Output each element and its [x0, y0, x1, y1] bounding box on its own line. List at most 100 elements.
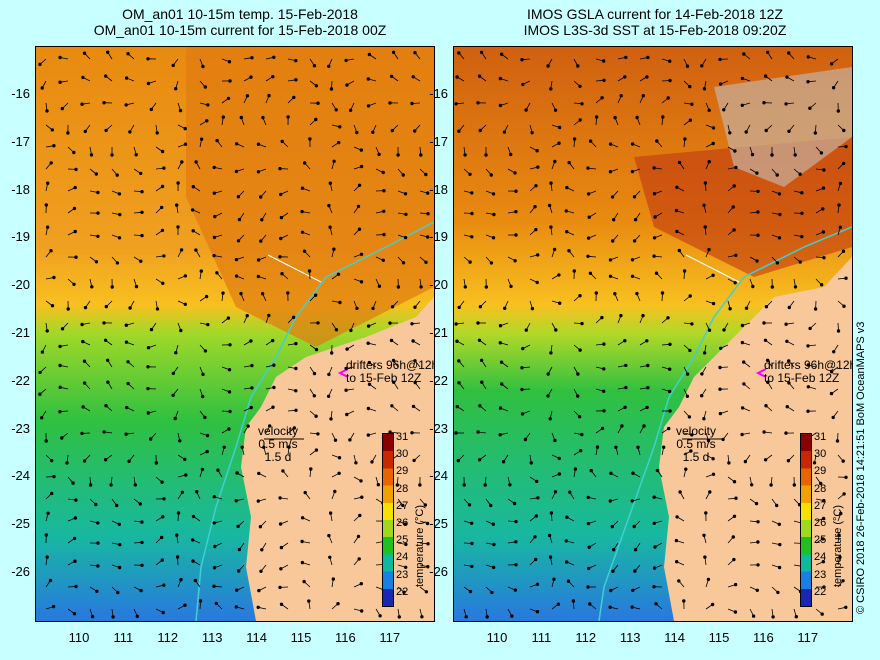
- current-arrow-head: [246, 424, 250, 428]
- current-arrow-head: [775, 173, 779, 177]
- current-arrow-head: [564, 539, 568, 543]
- current-arrow-head: [456, 458, 461, 463]
- current-arrow-head: [645, 339, 649, 343]
- current-arrow-head: [839, 511, 843, 516]
- current-arrow-head: [160, 184, 165, 189]
- current-arrow-head: [784, 102, 788, 106]
- current-arrow-head: [272, 363, 276, 367]
- current-arrow-head: [756, 210, 760, 214]
- current-arrow-head: [257, 588, 261, 593]
- current-arrow-head: [413, 380, 417, 385]
- current-arrow-head: [740, 103, 744, 107]
- current-arrow-head: [388, 321, 392, 325]
- current-arrow-head: [349, 328, 353, 333]
- current-arrow-head: [256, 170, 261, 174]
- current-arrow-head: [410, 101, 414, 106]
- current-arrow-head: [668, 78, 672, 83]
- current-arrow-head: [250, 55, 254, 60]
- current-arrow-head: [205, 449, 209, 454]
- current-arrow-head: [215, 271, 219, 275]
- current-arrow-head: [688, 348, 692, 353]
- current-arrow-head: [668, 409, 672, 413]
- current-arrow-head: [756, 520, 760, 524]
- current-arrow-head: [821, 186, 826, 190]
- current-arrow-head: [96, 190, 100, 195]
- current-arrow-head: [685, 372, 690, 376]
- current-arrow-head: [553, 159, 557, 164]
- current-arrow-head: [835, 439, 840, 443]
- current-arrow-head: [60, 327, 65, 331]
- current-arrow-head: [479, 358, 484, 362]
- current-arrow-head: [292, 95, 296, 100]
- left-velocity-line1: velocity: [258, 424, 299, 438]
- current-arrow-head: [381, 170, 385, 175]
- current-arrow-head: [278, 496, 282, 500]
- current-arrow-head: [586, 236, 591, 240]
- current-arrow-head: [366, 324, 371, 328]
- current-arrow-head: [390, 305, 395, 309]
- current-arrow-head: [744, 130, 748, 134]
- longitude-tick-label: 112: [157, 630, 179, 645]
- current-arrow-head: [483, 483, 487, 487]
- current-arrow-head: [588, 271, 593, 275]
- current-arrow-head: [588, 139, 593, 143]
- current-arrow-head: [271, 75, 275, 79]
- right-colorbar-title: temperature (°C): [832, 504, 844, 587]
- current-arrow-head: [719, 346, 723, 350]
- current-arrow-head: [200, 394, 205, 399]
- current-arrow-head: [180, 160, 184, 164]
- current-arrow-head: [728, 307, 732, 311]
- current-arrow-head: [641, 313, 645, 318]
- right-title-line2: IMOS L3S-3d SST at 15-Feb-2018 09:20Z: [523, 22, 787, 38]
- left-title-line2: OM_an01 10-15m current for 15-Feb-2018 0…: [93, 22, 387, 38]
- current-arrow-head: [578, 348, 582, 352]
- current-arrow-head: [227, 427, 231, 431]
- current-arrow-head: [785, 405, 789, 409]
- current-arrow-head: [565, 515, 569, 519]
- current-arrow-head: [489, 173, 493, 177]
- current-arrow-head: [228, 79, 232, 83]
- current-arrow-head: [49, 161, 53, 165]
- current-arrow-head: [307, 599, 311, 603]
- current-arrow-head: [171, 63, 175, 68]
- current-arrow-head: [52, 474, 56, 479]
- current-arrow-head: [842, 492, 846, 496]
- current-arrow-head: [718, 411, 723, 416]
- current-arrow-head: [610, 195, 615, 199]
- current-arrow-head: [359, 148, 364, 152]
- current-arrow-head: [234, 605, 238, 609]
- current-arrow-head: [477, 74, 482, 78]
- current-arrow-head: [133, 483, 137, 487]
- current-arrow-head: [601, 59, 606, 63]
- current-arrow-head: [732, 184, 736, 188]
- current-arrow-head: [404, 542, 408, 547]
- current-arrow-head: [553, 438, 557, 443]
- current-arrow-head: [401, 173, 405, 177]
- current-arrow-head: [707, 159, 711, 164]
- current-arrow-head: [234, 257, 239, 262]
- current-arrow-head: [600, 426, 605, 431]
- current-arrow-head: [83, 129, 87, 134]
- current-arrow-head: [256, 258, 261, 262]
- right-drifters-label: drifters 96h@12h to 15-Feb 12Z: [764, 359, 852, 385]
- colorbar-tick-label: 22: [396, 585, 409, 598]
- current-arrow-head: [234, 169, 239, 174]
- current-arrow-head: [45, 181, 50, 185]
- current-arrow-head: [841, 249, 846, 253]
- current-arrow-head: [155, 307, 160, 311]
- current-arrow-head: [575, 394, 580, 398]
- current-arrow-head: [402, 590, 406, 594]
- current-arrow-head: [683, 137, 687, 141]
- current-arrow-head: [489, 503, 493, 508]
- current-arrow-head: [174, 351, 178, 355]
- current-arrow-head: [234, 274, 239, 278]
- current-arrow-head: [787, 305, 791, 310]
- current-arrow-head: [613, 291, 617, 296]
- current-arrow-head: [520, 412, 525, 416]
- current-arrow-head: [329, 417, 333, 421]
- current-arrow-head: [328, 225, 332, 229]
- current-arrow-head: [654, 271, 659, 275]
- current-arrow-head: [455, 404, 459, 409]
- current-arrow-head: [520, 366, 524, 370]
- current-arrow-head: [260, 548, 264, 552]
